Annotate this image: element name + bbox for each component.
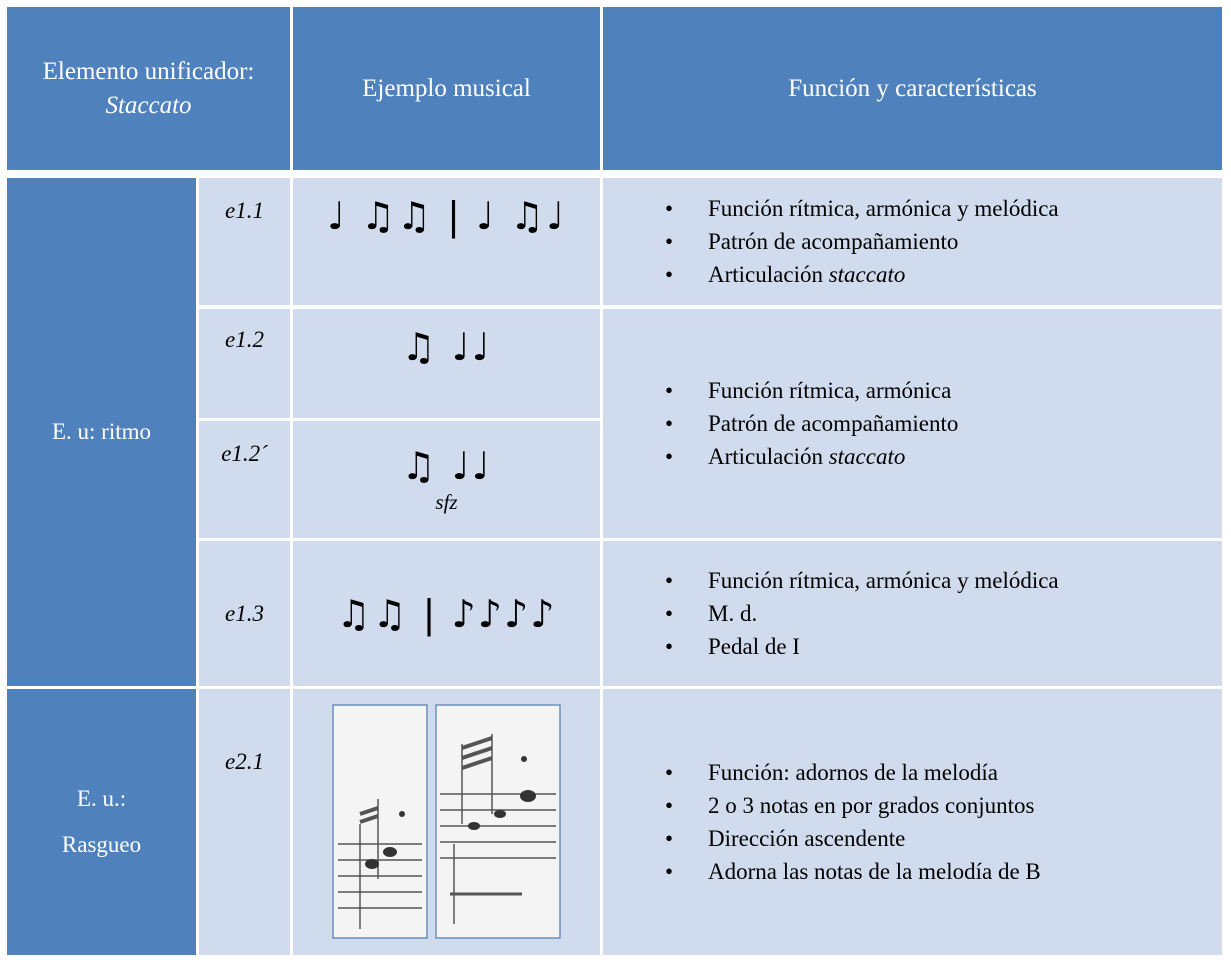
- example-cell: ♫ ♩♩: [293, 309, 600, 418]
- text: e2.1: [225, 749, 264, 774]
- bullet-item: Función rítmica, armónica y melódica: [665, 192, 1059, 225]
- example-cell: ♫ ♩♩ sfz: [293, 421, 600, 538]
- bullet-item: Articulación staccato: [665, 440, 958, 473]
- dynamic: sfz: [435, 490, 458, 514]
- text: E. u: ritmo: [51, 419, 152, 444]
- text: Elemento unificador:: [42, 57, 255, 85]
- text: Rasgueo: [61, 832, 142, 857]
- score-image: [434, 704, 561, 939]
- id-cell: e1.2: [199, 309, 290, 418]
- id-cell: e1.1: [199, 178, 290, 305]
- notation: ♫ ♩♩: [401, 444, 492, 488]
- group-cell: E. u: ritmo: [7, 178, 196, 686]
- header-text: Elemento unificador: Staccato: [7, 55, 290, 123]
- header-cell: Elemento unificador: Staccato: [7, 7, 290, 170]
- header-cell: Ejemplo musical: [293, 7, 600, 170]
- id-cell: e2.1: [199, 689, 290, 955]
- bullet-item: Dirección ascendente: [665, 822, 1041, 855]
- text: Articulación: [708, 262, 823, 287]
- function-cell: Función: adornos de la melodía2 o 3 nota…: [603, 689, 1222, 955]
- bullet-list: Función rítmica, armónica y melódicaPatr…: [603, 192, 1059, 291]
- bullet-item: Función rítmica, armónica y melódica: [665, 564, 1059, 597]
- text: e1.1: [225, 198, 264, 223]
- text: Ejemplo musical: [362, 74, 531, 102]
- bullet-list: Función rítmica, armónicaPatrón de acomp…: [603, 374, 958, 473]
- text: e1.2: [225, 327, 264, 352]
- text: staccato: [828, 262, 906, 287]
- bullet-item: 2 o 3 notas en por grados conjuntos: [665, 789, 1041, 822]
- text: E. u.:: [76, 786, 127, 811]
- text: Función y características: [788, 74, 1037, 102]
- text: Articulación: [708, 444, 823, 469]
- bullet-list: Función: adornos de la melodía2 o 3 nota…: [603, 756, 1041, 888]
- bullet-list: Función rítmica, armónica y melódicaM. d…: [603, 564, 1059, 663]
- notation: ♩ ♫♫ | ♩ ♫♩: [326, 194, 567, 238]
- bullet-item: Pedal de I: [665, 630, 1059, 663]
- bullet-item: Patrón de acompañamiento: [665, 225, 1059, 258]
- bullet-item: Función rítmica, armónica: [665, 374, 958, 407]
- header-cell: Función y características: [603, 7, 1222, 170]
- bullet-item: Articulación staccato: [665, 258, 1059, 291]
- function-cell: Función rítmica, armónicaPatrón de acomp…: [603, 309, 1222, 538]
- score-images: [331, 704, 561, 939]
- text: e1.3: [225, 600, 264, 626]
- notation: ♫♫ | ♪♪♪♪: [336, 591, 557, 636]
- text: e1.2´: [221, 441, 268, 466]
- example-cell: [293, 689, 600, 955]
- id-cell: e1.3: [199, 541, 290, 686]
- function-cell: Función rítmica, armónica y melódicaPatr…: [603, 178, 1222, 305]
- example-cell: ♩ ♫♫ | ♩ ♫♩: [293, 178, 600, 305]
- group-cell: E. u.: Rasgueo: [7, 689, 196, 955]
- id-cell: e1.2´: [199, 421, 290, 538]
- score-image: [331, 704, 428, 939]
- text: Staccato: [105, 91, 192, 119]
- bullet-item: Patrón de acompañamiento: [665, 407, 958, 440]
- example-cell: ♫♫ | ♪♪♪♪: [293, 541, 600, 686]
- notation: ♫ ♩♩: [401, 325, 492, 369]
- bullet-item: Adorna las notas de la melodía de B: [665, 855, 1041, 888]
- bullet-item: M. d.: [665, 597, 1059, 630]
- text: staccato: [828, 444, 906, 469]
- function-cell: Función rítmica, armónica y melódicaM. d…: [603, 541, 1222, 686]
- bullet-item: Función: adornos de la melodía: [665, 756, 1041, 789]
